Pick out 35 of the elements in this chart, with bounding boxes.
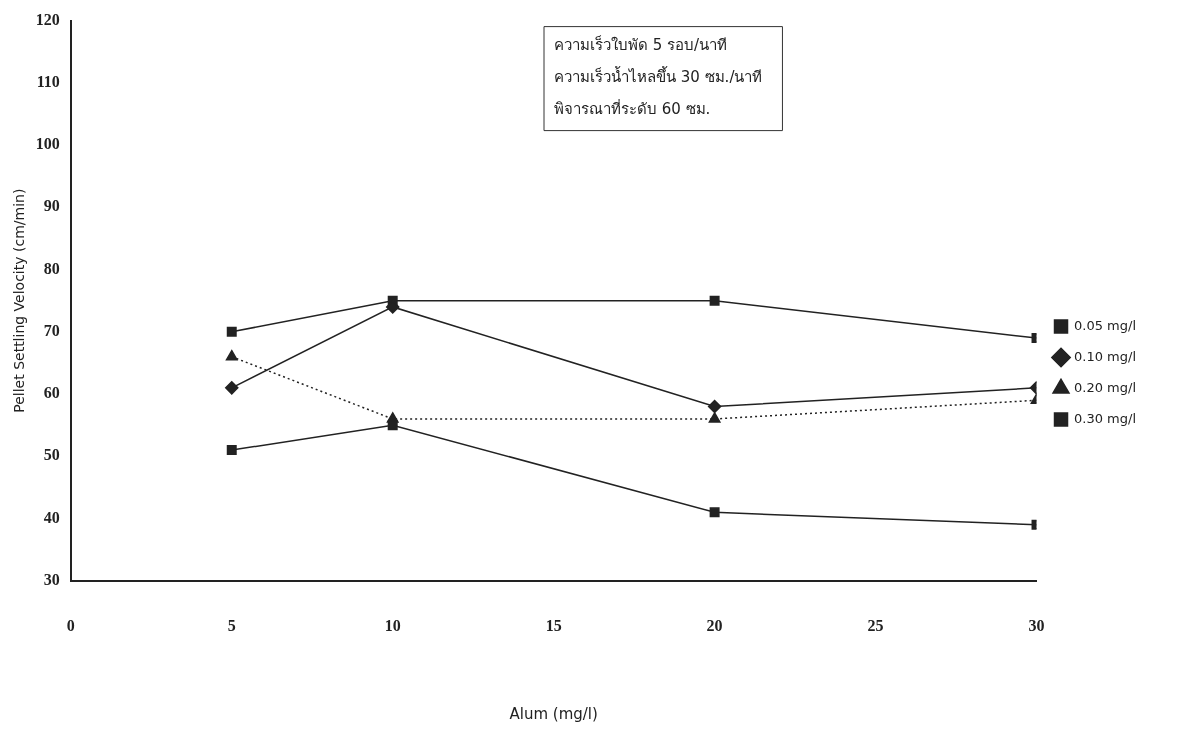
legend-label: 0.30 mg/l (1074, 410, 1137, 426)
point (225, 381, 239, 395)
point (387, 420, 398, 431)
annotation: พิจารณาที่ระดับ 60 ซม. (554, 98, 711, 119)
y-tick-label: 90 (43, 197, 60, 215)
legend-label: 0.05 mg/l (1074, 317, 1137, 333)
point (225, 349, 238, 361)
x-tick-label: 5 (227, 616, 236, 634)
y-tick-label: 50 (43, 446, 60, 464)
legend-label: 0.10 mg/l (1074, 348, 1137, 364)
y-tick-label: 110 (36, 72, 60, 90)
y-tick-label: 100 (35, 135, 60, 153)
y-tick-label: 30 (43, 570, 60, 588)
x-tick-label: 20 (706, 616, 723, 634)
y-tick-label: 60 (43, 384, 60, 402)
x-tick-label: 30 (1028, 616, 1045, 634)
point (226, 445, 237, 456)
point (709, 507, 720, 518)
point (707, 399, 722, 414)
y-tick-label: 80 (43, 259, 60, 277)
x-tick-label: 0 (66, 616, 75, 634)
point (708, 412, 721, 423)
x-tick-label: 15 (545, 616, 562, 634)
legend-label: 0.20 mg/l (1074, 379, 1137, 395)
point (226, 326, 237, 337)
y-tick-label: 120 (35, 10, 60, 28)
y-tick-label: 40 (43, 508, 60, 526)
annotation: ความเร็วน้ำไหลขึ้น 30 ซม./นาที (554, 66, 763, 87)
x-tick-label: 25 (867, 616, 884, 634)
x-tick-label: 10 (384, 616, 401, 634)
y-tick-label: 70 (43, 321, 60, 339)
y-axis-title: Pellet Settling Velocity (cm/min) (11, 188, 28, 413)
x-axis-title: Alum (mg/l) (509, 704, 598, 723)
point (709, 295, 720, 306)
annotation: ความเร็วใบพัด 5 รอบ/นาที (554, 35, 728, 55)
